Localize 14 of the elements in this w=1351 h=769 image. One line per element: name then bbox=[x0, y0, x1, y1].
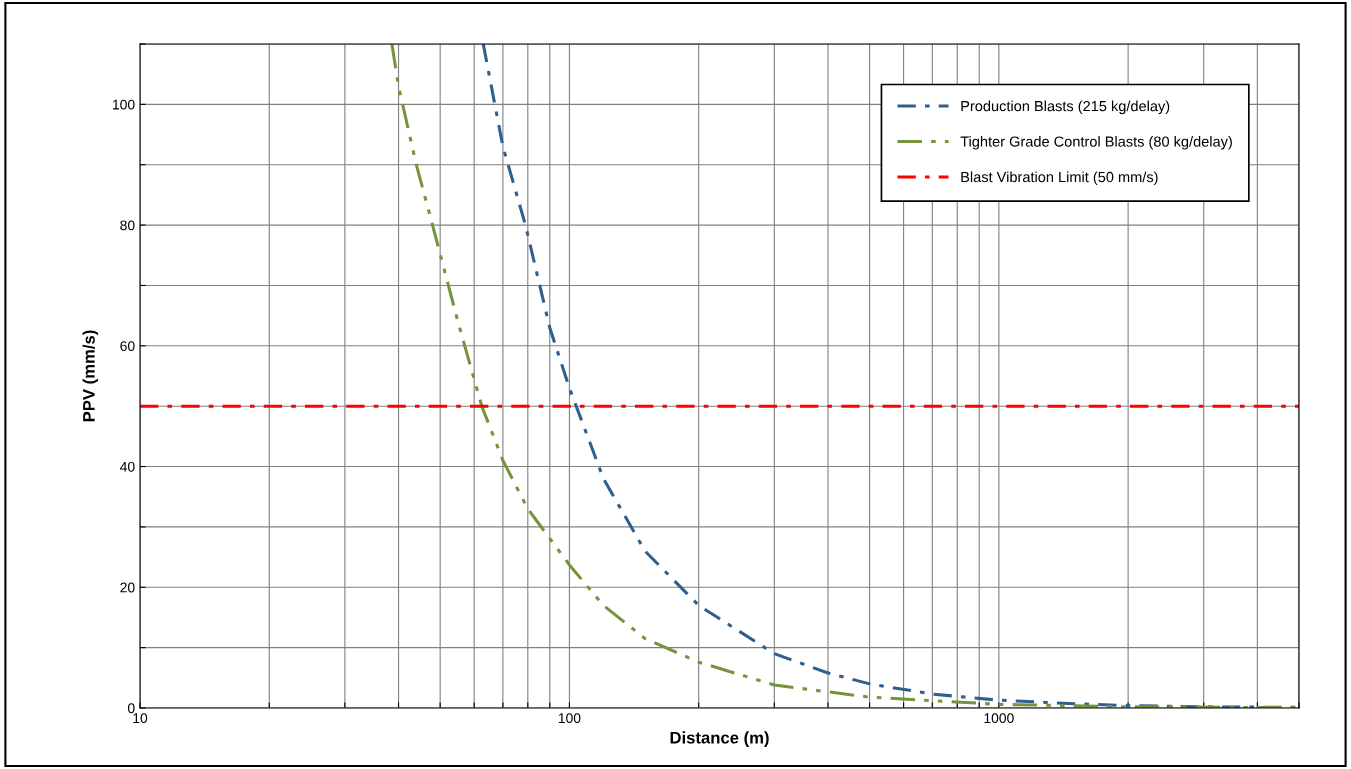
y-tick-label: 100 bbox=[113, 99, 135, 110]
y-tick-label: 60 bbox=[120, 341, 135, 351]
x-tick-label: 10 bbox=[133, 713, 148, 724]
y-tick-label: 80 bbox=[120, 220, 135, 231]
x-tick-label: 100 bbox=[558, 713, 581, 724]
legend-label: Blast Vibration Limit (50 mm/s) bbox=[961, 171, 1158, 186]
x-axis-title: Distance (m) bbox=[670, 731, 769, 747]
y-tick-label: 0 bbox=[127, 703, 135, 714]
y-tick-label: 40 bbox=[120, 461, 135, 472]
legend-label: Production Blasts (215 kg/delay) bbox=[961, 100, 1170, 115]
legend-label: Tighter Grade Control Blasts (80 kg/delay) bbox=[960, 136, 1232, 150]
x-tick-label: 1000 bbox=[984, 713, 1014, 724]
y-axis-title: PPV (mm/s) bbox=[82, 330, 99, 422]
y-tick-label: 20 bbox=[120, 582, 135, 593]
